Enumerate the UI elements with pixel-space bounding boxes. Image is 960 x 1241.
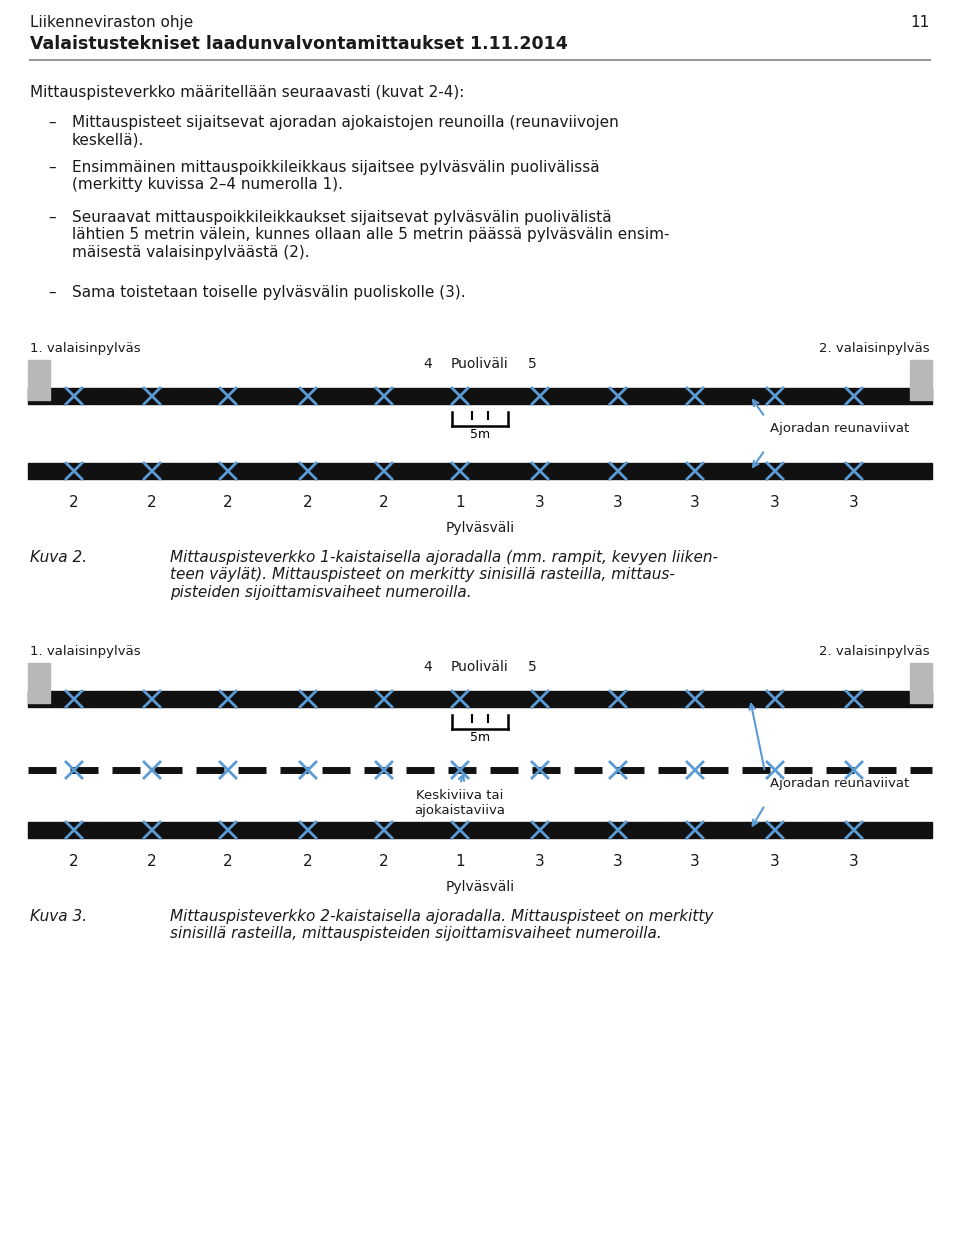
Text: Ensimmäinen mittauspoikkileikkaus sijaitsee pylväsvälin puolivälissä
(merkitty k: Ensimmäinen mittauspoikkileikkaus sijait…	[72, 160, 600, 192]
Text: 2: 2	[223, 495, 233, 510]
Text: Mittauspisteverkko 1-kaistaisella ajoradalla (mm. rampit, kevyen liiken-
teen vä: Mittauspisteverkko 1-kaistaisella ajorad…	[170, 550, 718, 599]
Text: 2: 2	[223, 854, 233, 869]
Text: 3: 3	[613, 495, 623, 510]
Text: 4: 4	[423, 357, 432, 371]
Text: Kuva 3.: Kuva 3.	[30, 908, 87, 925]
Text: Liikenneviraston ohje: Liikenneviraston ohje	[30, 15, 193, 30]
Text: 5m: 5m	[470, 428, 490, 441]
Text: Sama toistetaan toiselle pylväsvälin puoliskolle (3).: Sama toistetaan toiselle pylväsvälin puo…	[72, 285, 466, 300]
Text: 1: 1	[455, 495, 465, 510]
Text: Valaistustekniset laadunvalvontamittaukset 1.11.2014: Valaistustekniset laadunvalvontamittauks…	[30, 35, 567, 53]
Text: 2. valaisinpylväs: 2. valaisinpylväs	[820, 343, 930, 355]
Text: –: –	[48, 160, 56, 175]
Text: 3: 3	[690, 854, 700, 869]
Bar	[28, 388, 932, 405]
Text: 5m: 5m	[470, 731, 490, 745]
Text: Ajoradan reunaviivat: Ajoradan reunaviivat	[770, 422, 909, 436]
Text: Puoliväli: Puoliväli	[451, 357, 509, 371]
Text: 1. valaisinpylväs: 1. valaisinpylväs	[30, 343, 140, 355]
Text: 2: 2	[303, 495, 313, 510]
Text: –: –	[48, 115, 56, 130]
Text: Keskiviiva tai
ajokaistaviiva: Keskiviiva tai ajokaistaviiva	[415, 789, 506, 817]
Text: 1. valaisinpylväs: 1. valaisinpylväs	[30, 645, 140, 658]
Text: 2: 2	[303, 854, 313, 869]
Text: Puoliväli: Puoliväli	[451, 660, 509, 674]
Text: Mittauspisteet sijaitsevat ajoradan ajokaistojen reunoilla (reunaviivojen
keskel: Mittauspisteet sijaitsevat ajoradan ajok…	[72, 115, 619, 148]
Bar	[910, 663, 932, 702]
Bar	[28, 691, 932, 707]
Text: Pylväsväli: Pylväsväli	[445, 521, 515, 535]
Text: 3: 3	[613, 854, 623, 869]
Text: 2: 2	[379, 854, 389, 869]
Text: 3: 3	[535, 854, 545, 869]
Text: 5: 5	[528, 660, 537, 674]
Text: 5: 5	[528, 357, 537, 371]
Text: 3: 3	[535, 495, 545, 510]
Text: 2: 2	[379, 495, 389, 510]
Bar	[28, 463, 932, 479]
Bar	[28, 822, 932, 838]
Text: Pylväsväli: Pylväsväli	[445, 880, 515, 894]
Text: 2: 2	[69, 854, 79, 869]
Text: 11: 11	[911, 15, 930, 30]
Text: Mittauspisteverkko 2-kaistaisella ajoradalla. Mittauspisteet on merkitty
sinisil: Mittauspisteverkko 2-kaistaisella ajorad…	[170, 908, 713, 942]
Text: 3: 3	[770, 495, 780, 510]
Text: 3: 3	[850, 495, 859, 510]
Text: Seuraavat mittauspoikkileikkaukset sijaitsevat pylväsvälin puolivälistä
lähtien : Seuraavat mittauspoikkileikkaukset sijai…	[72, 210, 669, 259]
Text: 4: 4	[423, 660, 432, 674]
Bar	[910, 360, 932, 400]
Bar	[28, 663, 50, 702]
Bar	[28, 360, 50, 400]
Text: –: –	[48, 285, 56, 300]
Text: 3: 3	[850, 854, 859, 869]
Text: 3: 3	[770, 854, 780, 869]
Text: 3: 3	[690, 495, 700, 510]
Text: Mittauspisteverkko määritellään seuraavasti (kuvat 2-4):: Mittauspisteverkko määritellään seuraava…	[30, 84, 465, 101]
Text: Ajoradan reunaviivat: Ajoradan reunaviivat	[770, 777, 909, 791]
Text: 2. valaisinpylväs: 2. valaisinpylväs	[820, 645, 930, 658]
Text: 2: 2	[147, 495, 156, 510]
Text: 2: 2	[147, 854, 156, 869]
Text: 2: 2	[69, 495, 79, 510]
Text: Kuva 2.: Kuva 2.	[30, 550, 87, 565]
Text: 1: 1	[455, 854, 465, 869]
Text: –: –	[48, 210, 56, 225]
